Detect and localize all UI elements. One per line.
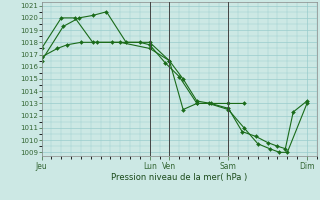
X-axis label: Pression niveau de la mer( hPa ): Pression niveau de la mer( hPa ) (111, 173, 247, 182)
